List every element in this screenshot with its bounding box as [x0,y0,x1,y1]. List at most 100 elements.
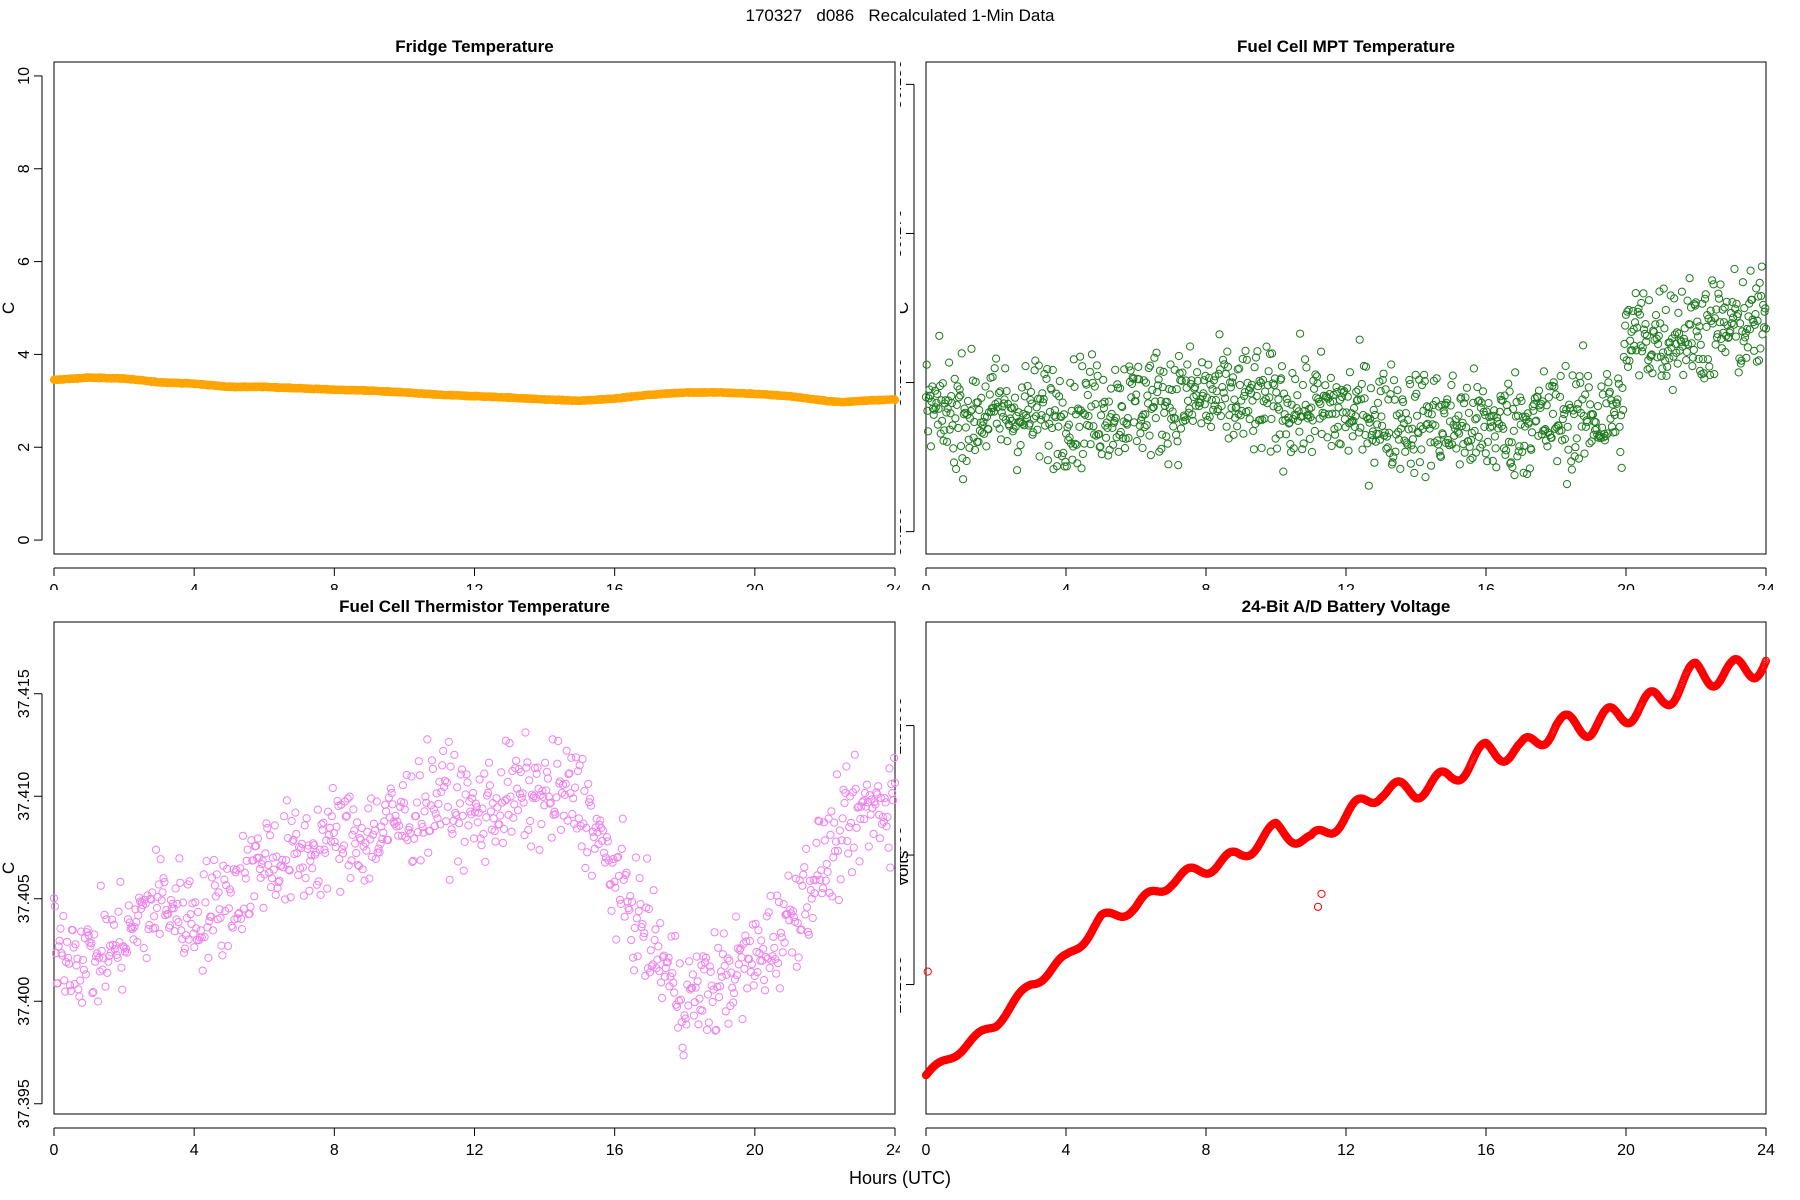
data-point [552,793,561,802]
data-point [652,964,661,973]
data-point [78,955,88,964]
data-point [1249,426,1258,435]
data-point [1041,413,1050,422]
data-point [515,789,525,798]
data-point [997,408,1006,417]
data-point [1235,364,1244,373]
data-point [1378,375,1387,385]
data-point [533,763,542,772]
data-point [1709,280,1718,289]
data-point [1619,405,1628,415]
data-point [1055,392,1064,401]
data-point [1761,324,1771,333]
data-point [1092,361,1101,370]
data-point [1738,278,1748,287]
data-point [424,848,433,857]
data-point [625,905,634,915]
data-point [1623,362,1633,371]
data-point [186,910,195,919]
data-point [1150,353,1159,362]
data-point [388,800,397,809]
data-point [1111,413,1120,422]
data-point [990,364,999,373]
x-tick-label: 16 [606,582,624,590]
data-point [1208,385,1217,394]
data-point [1663,362,1672,371]
data-point [1188,416,1197,425]
data-point [281,895,290,904]
data-point [527,842,536,851]
data-point [1614,374,1623,383]
data-point [837,836,846,845]
data-point [1682,347,1691,356]
data-point [946,409,955,418]
data-point [664,953,673,962]
data-point [342,811,351,820]
data-point [1593,402,1603,411]
data-point [880,794,889,803]
data-point [1396,464,1405,473]
data-point [1737,356,1746,365]
data-point [1435,447,1444,456]
data-point [1263,399,1272,408]
data-point [961,423,971,432]
data-point [1674,308,1683,317]
data-point [704,1018,713,1027]
data-point [1504,437,1514,446]
data-point [1360,394,1369,403]
data-point [1500,391,1509,400]
data-point [569,794,578,803]
data-point [597,823,606,833]
y-tick-label: 37.410 [16,772,33,821]
data-point [745,955,754,964]
data-point [1516,420,1525,429]
data-point [1719,328,1728,337]
data-point [860,815,869,824]
data-point [124,901,133,910]
data-point [820,836,829,845]
y-axis-label: C [0,302,18,314]
data-point [732,971,742,980]
data-point [1003,437,1012,446]
data-points [49,728,900,1060]
data-point [1514,447,1523,456]
data-point [1338,393,1347,402]
data-point [1572,380,1581,389]
data-point [448,829,457,838]
data-point [789,913,799,922]
data-point [1495,407,1504,416]
data-point [1457,421,1467,431]
data-point [1053,449,1062,459]
data-point [698,1006,707,1015]
data-point [757,936,766,945]
data-point [701,958,710,967]
data-point [1626,336,1635,345]
data-point [386,784,395,793]
data-point [1710,314,1720,323]
data-point [1484,399,1493,408]
data-point [644,904,654,914]
data-point [1132,390,1141,399]
data-point [926,442,935,451]
data-point [484,758,494,767]
data-point [1097,411,1106,420]
data-point [1239,429,1248,438]
data-point [1328,409,1337,418]
data-point [956,442,966,451]
data-point [553,759,562,768]
data-point [794,953,803,962]
data-point [1642,331,1652,340]
data-point [317,820,326,829]
data-point [573,767,583,776]
panel-battery-voltage: 24-Bit A/D Battery Voltage 0 4 8 12 16 20 24 2.5… [900,590,1800,1159]
data-point [1499,444,1509,453]
data-point [1694,354,1703,364]
data-point [1173,437,1182,446]
data-point [1145,431,1154,440]
data-point [1279,467,1288,476]
data-point [1652,334,1661,343]
data-point [1670,330,1680,339]
data-point [1649,328,1659,337]
data-point [1369,405,1378,415]
data-point [1013,448,1022,457]
